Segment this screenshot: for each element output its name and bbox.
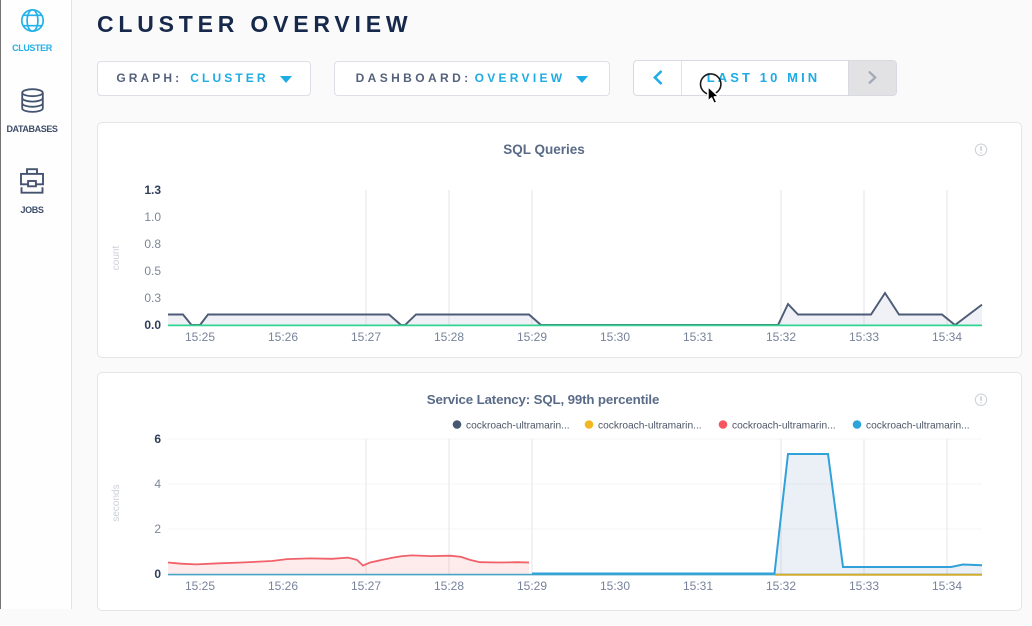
svg-text:15:29: 15:29 xyxy=(517,579,547,593)
svg-text:15:27: 15:27 xyxy=(351,579,381,593)
svg-text:SQL Queries: SQL Queries xyxy=(503,142,585,157)
svg-text:Service Latency: SQL, 99th per: Service Latency: SQL, 99th percentile xyxy=(427,392,659,407)
svg-text:15:26: 15:26 xyxy=(268,579,298,593)
svg-text:15:32: 15:32 xyxy=(766,579,796,593)
svg-text:15:29: 15:29 xyxy=(517,330,547,344)
svg-text:cockroach-ultramarin...: cockroach-ultramarin... xyxy=(866,421,970,432)
svg-text:15:33: 15:33 xyxy=(849,330,879,344)
svg-text:15:33: 15:33 xyxy=(849,579,879,593)
svg-text:15:28: 15:28 xyxy=(434,330,464,344)
svg-text:4: 4 xyxy=(154,477,161,491)
svg-text:15:34: 15:34 xyxy=(932,330,962,344)
svg-text:seconds: seconds xyxy=(111,484,122,521)
svg-text:2: 2 xyxy=(154,522,161,536)
svg-text:15:28: 15:28 xyxy=(434,579,464,593)
svg-text:15:31: 15:31 xyxy=(683,330,713,344)
svg-text:15:30: 15:30 xyxy=(600,579,630,593)
svg-text:15:34: 15:34 xyxy=(932,579,962,593)
svg-text:0.5: 0.5 xyxy=(144,264,161,278)
svg-text:15:31: 15:31 xyxy=(683,579,713,593)
svg-text:15:25: 15:25 xyxy=(185,330,215,344)
svg-text:15:32: 15:32 xyxy=(766,330,796,344)
svg-text:1.3: 1.3 xyxy=(144,183,161,197)
svg-text:1.0: 1.0 xyxy=(144,210,161,224)
svg-text:15:27: 15:27 xyxy=(351,330,381,344)
svg-text:count: count xyxy=(111,246,122,271)
svg-text:15:30: 15:30 xyxy=(600,330,630,344)
svg-text:0.0: 0.0 xyxy=(144,318,161,332)
svg-text:cockroach-ultramarin...: cockroach-ultramarin... xyxy=(598,421,702,432)
svg-text:6: 6 xyxy=(154,432,161,446)
svg-text:cockroach-ultramarin...: cockroach-ultramarin... xyxy=(466,421,570,432)
svg-text:15:26: 15:26 xyxy=(268,330,298,344)
svg-text:cockroach-ultramarin...: cockroach-ultramarin... xyxy=(732,421,836,432)
svg-text:15:25: 15:25 xyxy=(185,579,215,593)
svg-text:0.3: 0.3 xyxy=(144,291,161,305)
svg-text:0.8: 0.8 xyxy=(144,237,161,251)
svg-text:0: 0 xyxy=(154,567,161,581)
